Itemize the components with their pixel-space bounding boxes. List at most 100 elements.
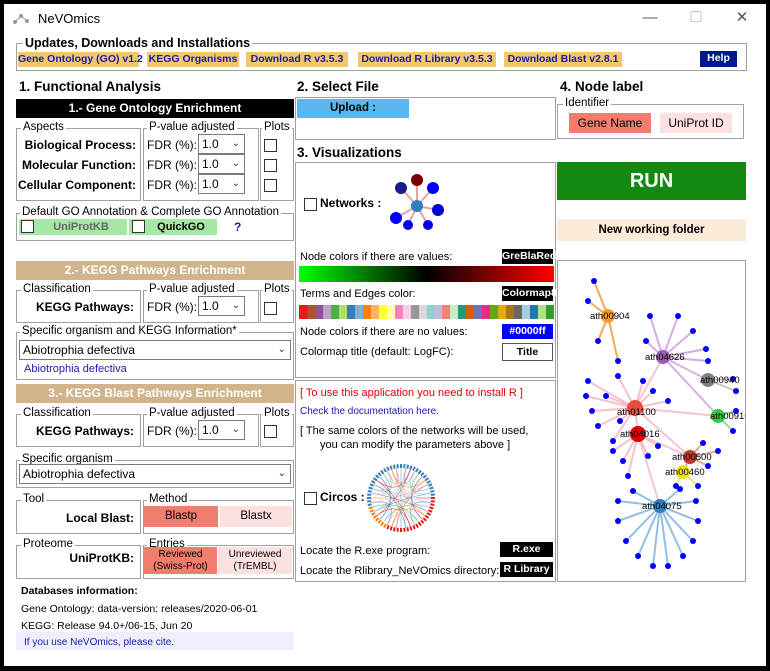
uniprotkb-option[interactable]: UniProtKB xyxy=(19,219,127,235)
molecular-function-label: Molecular Function: xyxy=(22,158,136,172)
kegg-fdr-select[interactable]: 1.0 ⌄ xyxy=(198,296,245,316)
colormap-swatch xyxy=(450,305,459,319)
circos-segment xyxy=(375,517,380,522)
cc-fdr-select[interactable]: 1.0 ⌄ xyxy=(198,174,245,194)
network-hub-label: ath00940 xyxy=(700,375,740,386)
colormap-swatch xyxy=(338,305,347,319)
unreviewed-button[interactable]: Unreviewed (TrEMBL) xyxy=(218,547,292,574)
blast-plot-checkbox[interactable] xyxy=(264,425,277,438)
mf-fdr-select[interactable]: 1.0 ⌄ xyxy=(198,154,245,174)
close-icon[interactable]: ✕ xyxy=(735,9,749,26)
go-enrichment-bar: 1.- Gene Ontology Enrichment xyxy=(16,99,294,118)
node-colors-none-label: Node colors if there are no values: xyxy=(300,326,468,338)
bp-fdr-select[interactable]: 1.0 ⌄ xyxy=(198,134,245,154)
network-edge xyxy=(617,500,661,507)
circos-label: Circos : xyxy=(320,490,365,504)
circos-segment xyxy=(377,472,382,477)
select-file-title: 2. Select File xyxy=(297,79,379,94)
download-r-button[interactable]: Download R v3.5.3 xyxy=(246,52,348,67)
colormap-swatch xyxy=(458,305,467,319)
quickgo-checkbox[interactable] xyxy=(132,220,145,233)
download-r-library-button[interactable]: Download R Library v3.5.3 xyxy=(358,52,496,67)
network-node xyxy=(703,346,709,352)
proteome-group xyxy=(16,545,141,579)
reviewed-button[interactable]: Reviewed (Swiss-Prot) xyxy=(144,547,217,574)
circos-checkbox[interactable] xyxy=(304,492,317,505)
title-button[interactable]: Title xyxy=(502,343,553,361)
terms-colormap xyxy=(299,305,554,319)
new-working-folder-button[interactable]: New working folder xyxy=(557,219,746,241)
network-hub-label: ath04626 xyxy=(645,352,685,363)
cite-bar: If you use NeVOmics, please cite. xyxy=(16,632,294,650)
circos-link xyxy=(376,480,411,527)
kegg-organism-link[interactable]: Abiotrophia defectiva xyxy=(24,363,127,375)
rexe-button[interactable]: R.exe xyxy=(500,542,553,557)
circos-segment xyxy=(409,465,413,470)
run-button[interactable]: RUN xyxy=(557,162,746,200)
cc-plot-checkbox[interactable] xyxy=(264,179,277,192)
uniprotkb-checkbox[interactable] xyxy=(21,220,34,233)
gre-bla-red-button[interactable]: GreBlaRed xyxy=(502,249,557,264)
app-window: NeVOmics — ☐ ✕ Updates, Downloads and In… xyxy=(4,4,766,666)
network-edge xyxy=(659,505,694,542)
network-node xyxy=(610,438,616,444)
quickgo-option[interactable]: QuickGO xyxy=(129,219,217,235)
colormap8-button[interactable]: Colormap8 xyxy=(502,286,557,301)
network-edge xyxy=(634,356,664,409)
network-node xyxy=(610,448,616,454)
circos-link xyxy=(410,471,431,495)
circos-segment xyxy=(415,468,419,473)
blast-fdr-select[interactable]: 1.0 ⌄ xyxy=(198,420,245,440)
network-node xyxy=(650,563,656,569)
network-node xyxy=(615,373,621,379)
rlibrary-button[interactable]: R Library xyxy=(500,562,553,577)
bp-plot-checkbox[interactable] xyxy=(264,139,277,152)
value-colorbar xyxy=(299,266,554,282)
networks-checkbox[interactable] xyxy=(304,198,317,211)
kegg-plot-checkbox[interactable] xyxy=(264,302,277,315)
plots-legend-kegg: Plots xyxy=(262,283,292,295)
circos-segment xyxy=(368,486,373,490)
chevron-down-icon: ⌄ xyxy=(277,344,286,355)
chevron-down-icon: ⌄ xyxy=(231,424,240,435)
network-hub-node xyxy=(627,400,643,416)
circos-link xyxy=(383,473,430,492)
upload-button[interactable]: Upload : xyxy=(297,99,409,118)
network-edge xyxy=(634,407,691,458)
blastx-button[interactable]: Blastx xyxy=(220,506,292,527)
go-version: Gene Ontology: data-version: releases/20… xyxy=(21,603,258,615)
network-edge xyxy=(607,315,619,362)
blast-organism-select[interactable]: Abiotrophia defectiva ⌄ xyxy=(19,464,291,484)
network-node xyxy=(733,408,739,414)
network-node xyxy=(595,423,601,429)
locate-rlib-label: Locate the Rlibrary_NeVOmics directory: xyxy=(300,565,500,577)
mf-plot-checkbox[interactable] xyxy=(264,159,277,172)
kegg-organisms-button[interactable]: KEGG Organisms xyxy=(147,52,239,67)
circos-segment xyxy=(375,474,380,479)
network-node xyxy=(615,518,621,524)
app-logo-icon xyxy=(13,14,29,24)
gene-name-button[interactable]: Gene Name xyxy=(569,113,651,133)
download-go-button[interactable]: Gene Ontology (GO) v1.2 xyxy=(18,52,143,67)
colormap-swatch xyxy=(299,305,307,319)
network-node xyxy=(690,328,696,334)
network-node xyxy=(595,338,601,344)
minimize-icon[interactable]: — xyxy=(642,9,658,26)
circos-segment xyxy=(429,486,434,490)
no-values-color-button[interactable]: #0000ff xyxy=(502,324,553,339)
maximize-icon[interactable]: ☐ xyxy=(689,9,703,26)
blastp-button[interactable]: Blastp xyxy=(144,506,218,527)
colormap-swatch xyxy=(354,305,363,319)
download-blast-button[interactable]: Download Blast v2.8.1 xyxy=(504,52,622,67)
fdr-label: FDR (%): xyxy=(147,300,197,314)
help-question-link[interactable]: ? xyxy=(234,220,242,234)
network-edge xyxy=(634,407,719,417)
network-node xyxy=(665,563,671,569)
documentation-link[interactable]: Check the documentation here. xyxy=(300,406,439,417)
colormap-swatch xyxy=(402,305,411,319)
kegg-organism-select[interactable]: Abiotrophia defectiva ⌄ xyxy=(19,340,291,360)
uniprot-id-button[interactable]: UniProt ID xyxy=(660,113,732,133)
help-button[interactable]: Help xyxy=(700,51,737,67)
cite-link[interactable]: If you use NeVOmics, please cite. xyxy=(24,637,175,648)
network-node xyxy=(615,358,621,364)
